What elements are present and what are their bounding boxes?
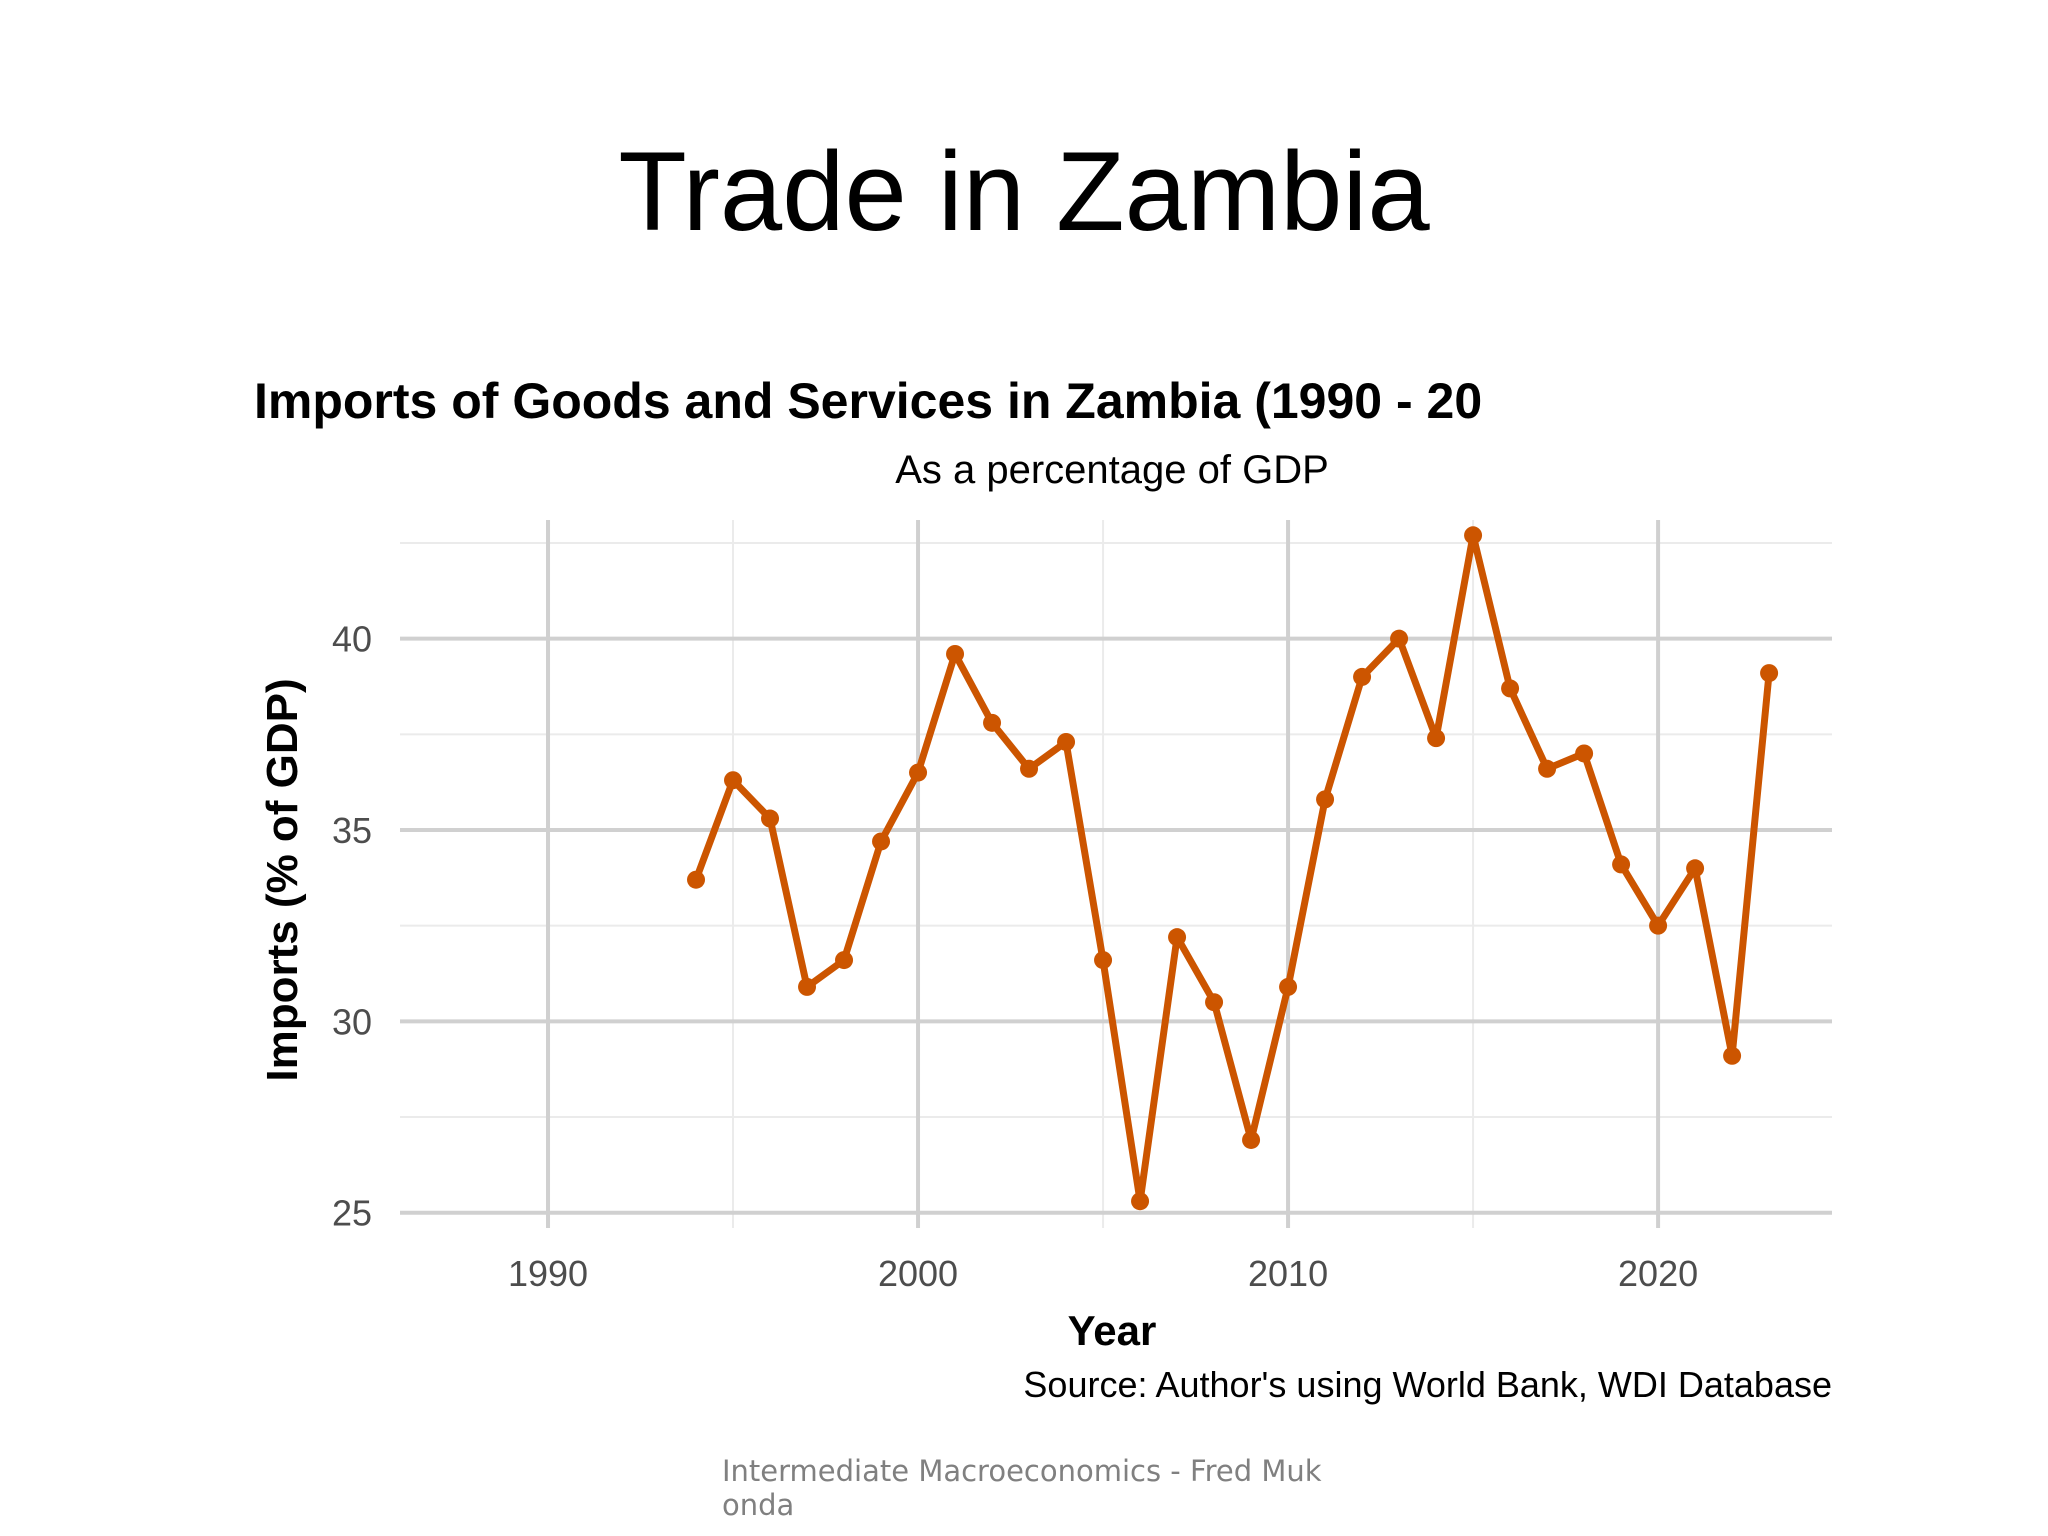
x-axis-label: Year <box>1068 1307 1157 1354</box>
slide-footer: Intermediate Macroeconomics - Fred Mukon… <box>722 1454 1322 1522</box>
data-point <box>872 832 891 851</box>
data-point <box>1760 664 1779 683</box>
major-grid <box>400 520 1832 1228</box>
data-point <box>1612 855 1631 874</box>
data-point <box>1168 928 1187 947</box>
data-point <box>1353 667 1372 686</box>
data-point <box>724 771 743 790</box>
y-tick-label: 35 <box>332 810 372 851</box>
data-point <box>1057 732 1076 751</box>
series-line <box>692 531 1773 1205</box>
data-point <box>1242 1130 1261 1149</box>
series-layer <box>687 526 1779 1211</box>
data-point <box>1279 977 1298 996</box>
data-point <box>909 763 928 782</box>
x-tick-label: 2010 <box>1248 1253 1328 1294</box>
x-tick-label: 2000 <box>878 1253 958 1294</box>
data-point <box>687 870 706 889</box>
data-point <box>1094 951 1113 970</box>
x-tick-label: 1990 <box>508 1253 588 1294</box>
chart-subtitle: As a percentage of GDP <box>895 448 1329 492</box>
data-point <box>946 644 965 663</box>
data-point <box>761 809 780 828</box>
data-point <box>1427 729 1446 748</box>
data-point <box>835 951 854 970</box>
x-tick-label: 2020 <box>1618 1253 1698 1294</box>
data-point <box>1464 526 1483 545</box>
data-point <box>1538 759 1557 778</box>
y-axis-label: Imports (% of GDP) <box>258 678 307 1081</box>
data-point <box>1020 759 1039 778</box>
data-point <box>798 977 817 996</box>
data-point <box>983 713 1002 732</box>
data-point <box>1723 1046 1742 1065</box>
tick-labels: 1990 2000 2010 2020 25 30 35 40 <box>332 619 1698 1294</box>
data-point <box>1390 629 1409 648</box>
minor-grid <box>400 520 1832 1228</box>
slide-title: Trade in Zambia <box>618 129 1430 254</box>
y-tick-label: 30 <box>332 1001 372 1042</box>
data-point <box>1205 993 1224 1012</box>
y-tick-label: 40 <box>332 619 372 660</box>
chart-caption: Source: Author's using World Bank, WDI D… <box>1023 1364 1832 1405</box>
y-tick-label: 25 <box>332 1193 372 1234</box>
data-point <box>1686 859 1705 878</box>
data-point <box>1316 790 1335 809</box>
data-point <box>1501 679 1520 698</box>
data-point <box>1131 1192 1150 1211</box>
chart-title: Imports of Goods and Services in Zambia … <box>254 373 1482 429</box>
data-point <box>1575 744 1594 763</box>
data-point <box>1649 916 1668 935</box>
